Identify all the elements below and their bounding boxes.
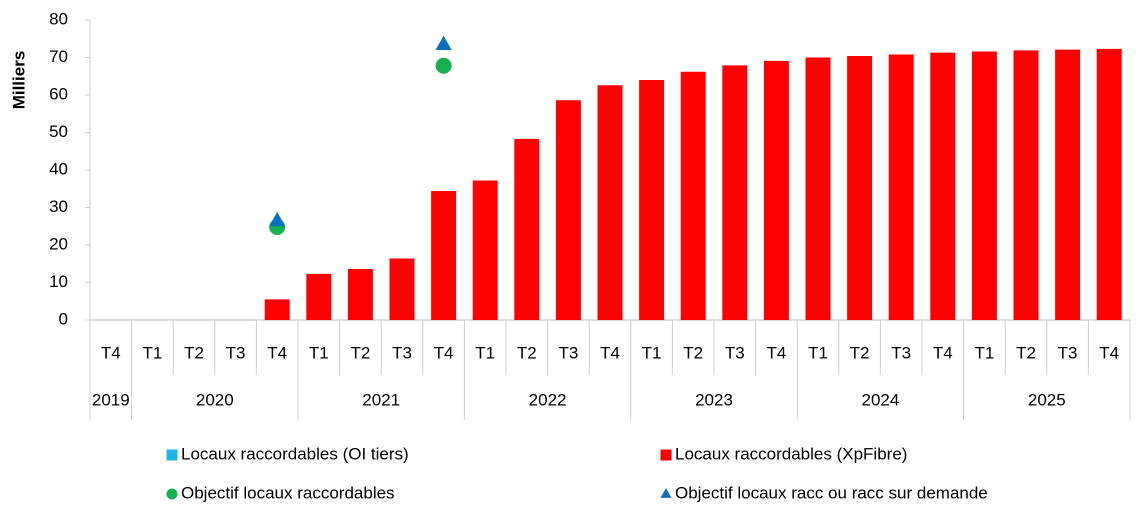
y-tick-label: 20 <box>49 234 68 253</box>
x-tick-label: T4 <box>267 343 287 362</box>
x-tick-label: T2 <box>350 343 370 362</box>
x-tick-label: T3 <box>392 343 412 362</box>
y-tick-label: 0 <box>59 309 68 328</box>
bar <box>971 51 997 320</box>
bar <box>639 80 665 320</box>
bar <box>431 191 457 320</box>
year-label: 2024 <box>861 390 899 409</box>
point <box>435 35 452 50</box>
bar <box>1055 49 1081 320</box>
bar <box>1096 48 1122 320</box>
x-tick-label: T2 <box>1016 343 1036 362</box>
x-tick-label: T4 <box>1099 343 1119 362</box>
bar <box>930 52 956 320</box>
year-label: 2020 <box>196 390 234 409</box>
point <box>269 211 286 227</box>
x-tick-label: T3 <box>725 343 745 362</box>
bar <box>847 56 873 320</box>
bar <box>555 100 581 320</box>
bar <box>347 269 373 320</box>
year-label: 2025 <box>1028 390 1066 409</box>
legend-marker <box>660 487 672 498</box>
y-tick-label: 70 <box>49 47 68 66</box>
bar <box>888 54 914 320</box>
legend-label: Locaux raccordables (XpFibre) <box>675 444 907 463</box>
legend-label: Locaux raccordables (OI tiers) <box>181 444 409 463</box>
x-tick-label: T2 <box>184 343 204 362</box>
legend-marker <box>166 488 178 500</box>
legend-label: Objectif locaux raccordables <box>181 483 395 502</box>
year-label: 2022 <box>529 390 567 409</box>
year-label: 2019 <box>92 390 130 409</box>
bar <box>722 65 748 320</box>
bar <box>597 85 623 320</box>
y-tick-label: 60 <box>49 84 68 103</box>
x-tick-label: T4 <box>434 343 454 362</box>
y-tick-label: 50 <box>49 122 68 141</box>
x-tick-label: T1 <box>642 343 662 362</box>
x-tick-label: T2 <box>517 343 537 362</box>
bar <box>1013 50 1039 320</box>
bar <box>514 138 540 320</box>
bar <box>763 60 789 320</box>
x-tick-label: T1 <box>974 343 994 362</box>
x-tick-label: T3 <box>891 343 911 362</box>
bar <box>306 273 332 320</box>
y-axis-label: Milliers <box>9 51 28 110</box>
x-tick-label: T4 <box>933 343 953 362</box>
bar <box>680 71 706 320</box>
x-tick-label: T3 <box>1058 343 1078 362</box>
bar <box>472 180 498 320</box>
x-tick-label: T3 <box>558 343 578 362</box>
y-tick-label: 30 <box>49 197 68 216</box>
year-label: 2021 <box>362 390 400 409</box>
x-tick-label: T4 <box>766 343 786 362</box>
bar <box>389 258 415 320</box>
legend-marker <box>166 449 178 461</box>
x-tick-label: T2 <box>850 343 870 362</box>
y-tick-label: 80 <box>49 9 68 28</box>
year-label: 2023 <box>695 390 733 409</box>
y-tick-label: 40 <box>49 159 68 178</box>
bar <box>264 299 290 320</box>
point <box>435 57 452 74</box>
x-tick-label: T4 <box>600 343 620 362</box>
x-tick-label: T1 <box>475 343 495 362</box>
x-tick-label: T3 <box>226 343 246 362</box>
legend-marker <box>660 449 672 461</box>
bar <box>805 57 831 320</box>
x-tick-label: T2 <box>683 343 703 362</box>
y-tick-label: 10 <box>49 272 68 291</box>
x-tick-label: T1 <box>309 343 329 362</box>
x-tick-label: T1 <box>142 343 162 362</box>
legend-label: Objectif locaux racc ou racc sur demande <box>675 483 988 502</box>
x-tick-label: T1 <box>808 343 828 362</box>
x-tick-label: T4 <box>101 343 121 362</box>
